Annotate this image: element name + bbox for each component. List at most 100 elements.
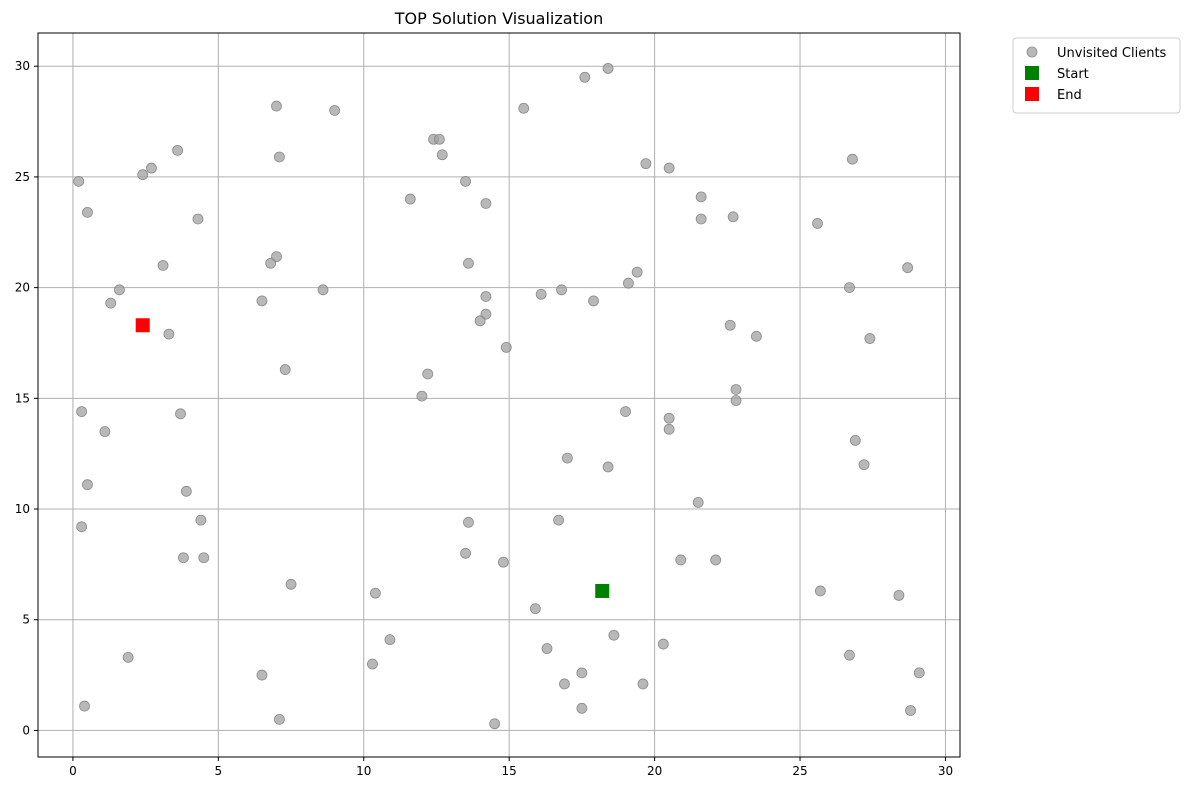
client-point [198,552,210,564]
client-point [114,284,125,296]
client-point [274,151,285,163]
client-point [663,162,675,174]
client-point [500,341,512,353]
x-tick-label: 0 [69,764,77,778]
client-point [663,423,675,435]
client-point [367,658,378,670]
client-point [137,169,149,181]
client-point [913,667,925,679]
client-point [76,521,88,533]
client-point [553,514,565,526]
chart-title: TOP Solution Visualization [394,9,603,28]
client-point [730,384,742,395]
client-point [727,211,739,223]
client-point [463,516,474,528]
client-point [864,333,876,344]
client-point [657,638,669,650]
client-point [489,718,501,730]
client-point [608,629,620,641]
client-point [463,257,474,269]
y-tick-label: 15 [15,391,30,405]
x-tick-label: 30 [938,764,953,778]
client-point [541,643,553,654]
client-point [146,162,157,174]
client-point [329,105,341,116]
client-point [436,149,448,161]
client-point [285,578,297,590]
x-tick-label: 15 [502,764,517,778]
client-point [695,213,707,225]
client-point [256,669,268,681]
y-tick-label: 0 [22,723,30,737]
client-point [369,587,381,599]
plot-frame [37,32,961,758]
x-tick-label: 20 [647,764,662,778]
client-point [157,260,169,271]
client-point [846,153,858,165]
client-point [480,291,492,302]
client-point [751,330,762,342]
plot-points [73,63,925,730]
legend-label: End [1057,88,1082,103]
x-tick-label: 5 [215,764,223,778]
client-point [73,175,85,187]
client-point [76,406,88,418]
y-tick-label: 25 [15,170,30,184]
client-point [812,218,823,229]
client-point [433,133,445,145]
client-point [529,603,541,615]
x-tick-label: 10 [356,764,371,778]
client-point [710,554,722,566]
start-point [595,583,610,598]
client-point [695,191,707,203]
client-point [692,496,704,508]
client-point [192,213,204,225]
client-point [172,144,184,156]
client-point [384,634,396,646]
client-point [814,585,826,597]
axis-ticks: 0 5 10 15 20 25 30 0 5 10 15 20 25 30 [15,59,953,778]
client-point [561,452,573,464]
client-point [663,412,675,424]
y-tick-label: 10 [15,502,30,516]
grid [38,33,960,757]
client-point [893,589,905,601]
y-tick-label: 20 [15,281,30,295]
client-point [518,102,530,114]
client-point [195,514,207,526]
client-point [858,459,870,471]
client-point [460,547,471,559]
client-point [623,277,634,289]
client-point [724,319,736,331]
client-point [637,678,649,690]
client-point [602,461,614,473]
client-point [404,193,416,205]
client-point [640,158,652,170]
y-tick-label: 30 [15,59,30,73]
client-point [105,297,117,309]
legend-label: Start [1057,67,1089,82]
client-point [474,315,486,327]
client-point [602,63,614,74]
client-point [79,700,90,712]
client-point [556,284,567,296]
client-point [99,426,111,437]
client-point [175,408,186,420]
client-point [576,702,588,714]
client-point [256,295,268,307]
client-point [163,328,175,340]
client-point [620,406,631,418]
client-point [902,262,914,274]
client-point [844,282,855,294]
client-point [497,556,509,568]
client-point [279,364,291,375]
client-point [730,395,742,406]
end-point [135,318,150,333]
client-point [579,71,591,83]
client-point [849,434,861,446]
client-point [559,678,570,690]
client-point [122,651,134,663]
client-point [905,705,916,716]
legend-marker-circle [1026,46,1038,58]
